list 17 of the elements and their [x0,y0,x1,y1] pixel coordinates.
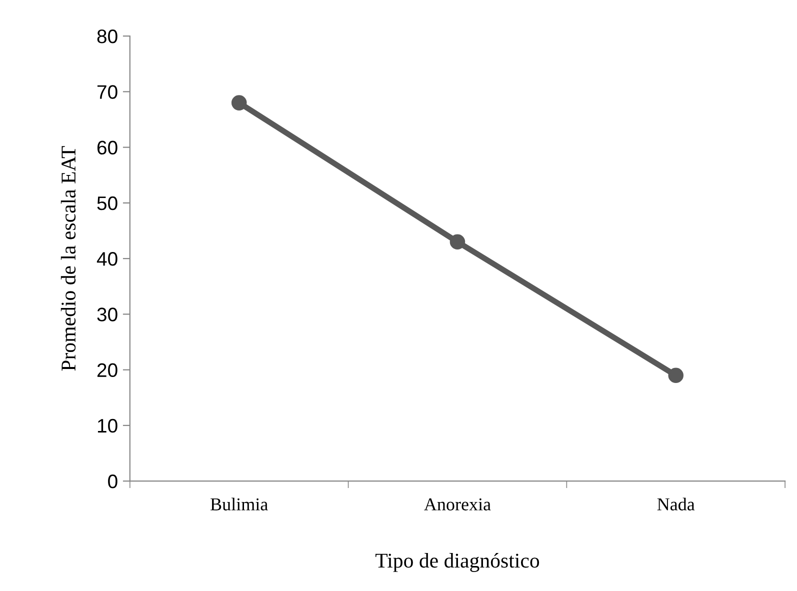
y-tick-label: 20 [97,363,118,378]
point [231,95,247,110]
point [668,368,684,384]
point [450,234,466,250]
x-tick-label: Bulimia [210,498,268,510]
y-tick-label: 80 [97,30,118,44]
x-tick-label: Nada [657,498,695,510]
x-axis-title: Tipo de diagnóstico [375,553,540,572]
y-tick-label: 10 [98,418,118,433]
y-tick-label: 70 [97,85,118,99]
y-tick-label: 50 [97,196,118,210]
x-tick-label: Anorexia [424,498,491,510]
y-tick-label: 0 [108,474,118,488]
y-tick-label: 60 [97,140,118,155]
y-tick-label: 40 [96,252,118,266]
y-axis-title: Promedio de la escala EAT [60,146,76,371]
y-tick-label: 30 [97,308,118,322]
